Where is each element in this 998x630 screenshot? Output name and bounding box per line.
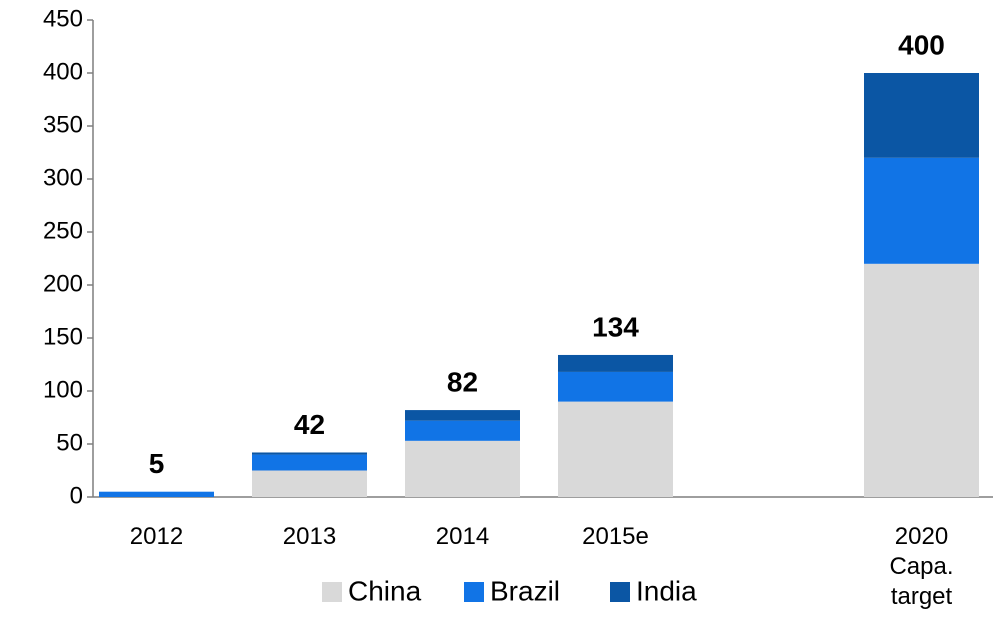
legend-swatch: [322, 582, 342, 602]
x-tick-label: 2014: [435, 523, 490, 550]
legend-label: Brazil: [490, 575, 560, 606]
y-tick-label: 100: [43, 376, 83, 403]
legend-label: China: [348, 575, 422, 606]
total-label: 134: [592, 311, 639, 342]
y-tick-label: 350: [43, 111, 83, 138]
x-tick-label: 2013: [282, 523, 337, 550]
bar-segment: [99, 491, 214, 497]
bar-segment: [405, 410, 520, 421]
total-label: 42: [294, 409, 325, 440]
legend-label: India: [636, 575, 697, 606]
bar-segment: [252, 452, 367, 455]
bar-segment: [252, 470, 367, 497]
total-label: 400: [898, 29, 945, 60]
bar-segment: [558, 371, 673, 402]
legend-swatch: [610, 582, 630, 602]
x-tick-label: 2012: [129, 523, 184, 550]
y-tick-label: 50: [56, 429, 83, 456]
bar-segment: [864, 157, 979, 264]
y-tick-label: 200: [43, 270, 83, 297]
x-tick-label: 2015e: [582, 523, 649, 550]
bar-segment: [864, 263, 979, 497]
y-tick-label: 0: [70, 482, 83, 509]
y-tick-label: 250: [43, 217, 83, 244]
bar-segment: [405, 440, 520, 497]
y-tick-label: 300: [43, 164, 83, 191]
y-tick-label: 400: [43, 58, 83, 85]
y-tick-label: 450: [43, 5, 83, 32]
x-tick-label: 2020 Capa. target: [889, 523, 954, 610]
bar-segment: [864, 73, 979, 158]
total-label: 82: [447, 366, 478, 397]
bar-segment: [405, 420, 520, 441]
bar-segment: [558, 401, 673, 497]
bar-segment: [252, 454, 367, 471]
total-label: 5: [149, 448, 165, 479]
bar-segment: [558, 354, 673, 372]
legend-swatch: [464, 582, 484, 602]
y-tick-label: 150: [43, 323, 83, 350]
